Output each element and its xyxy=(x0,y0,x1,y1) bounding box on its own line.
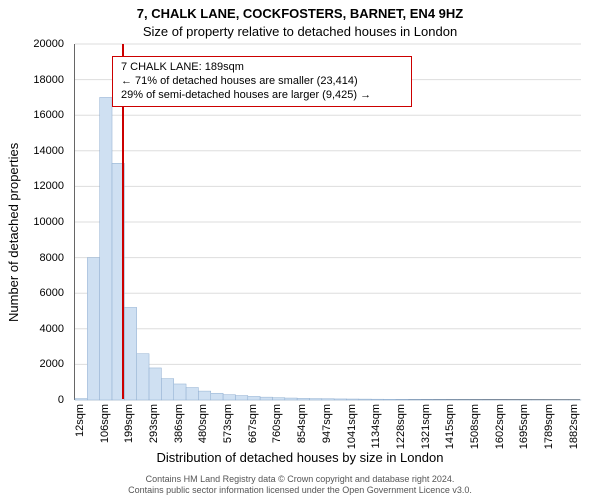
bar xyxy=(161,379,173,400)
bar xyxy=(186,388,198,400)
x-tick: 1321sqm xyxy=(420,404,432,449)
bar xyxy=(174,384,186,400)
y-tick: 10000 xyxy=(0,216,64,228)
bar xyxy=(87,258,99,400)
y-tick: 12000 xyxy=(0,180,64,192)
y-tick: 8000 xyxy=(0,252,64,264)
x-tick: 1695sqm xyxy=(518,404,530,449)
x-tick: 199sqm xyxy=(123,404,135,443)
y-tick: 0 xyxy=(0,394,64,406)
x-tick: 1415sqm xyxy=(444,404,456,449)
x-tick: 947sqm xyxy=(321,404,333,443)
attribution-line: Contains public sector information licen… xyxy=(0,485,600,496)
attribution-line: Contains HM Land Registry data © Crown c… xyxy=(0,474,600,485)
x-tick: 1041sqm xyxy=(346,404,358,449)
x-tick: 106sqm xyxy=(99,404,111,443)
x-axis-label: Distribution of detached houses by size … xyxy=(0,450,600,465)
annotation-line: ← 71% of detached houses are smaller (23… xyxy=(121,75,403,89)
annotation-box: 7 CHALK LANE: 189sqm ← 71% of detached h… xyxy=(112,56,412,107)
x-tick: 1602sqm xyxy=(494,404,506,449)
annotation-line: 7 CHALK LANE: 189sqm xyxy=(121,61,403,75)
y-tick: 2000 xyxy=(0,358,64,370)
y-tick: 6000 xyxy=(0,287,64,299)
y-tick: 18000 xyxy=(0,74,64,86)
x-tick: 1882sqm xyxy=(568,404,580,449)
bar xyxy=(149,368,161,400)
x-tick: 293sqm xyxy=(148,404,160,443)
annotation-line: 29% of semi-detached houses are larger (… xyxy=(121,89,403,103)
bars xyxy=(75,97,581,400)
x-tick: 573sqm xyxy=(222,404,234,443)
page-subtitle: Size of property relative to detached ho… xyxy=(0,24,600,39)
page-title: 7, CHALK LANE, COCKFOSTERS, BARNET, EN4 … xyxy=(0,6,600,21)
x-tick: 854sqm xyxy=(296,404,308,443)
bar xyxy=(124,307,136,400)
y-tick: 4000 xyxy=(0,323,64,335)
x-tick: 1228sqm xyxy=(395,404,407,449)
y-tick: 16000 xyxy=(0,109,64,121)
bar xyxy=(211,393,223,400)
x-tick: 667sqm xyxy=(247,404,259,443)
x-tick: 12sqm xyxy=(74,404,86,437)
x-tick-labels: 12sqm 106sqm 199sqm 293sqm 386sqm 480sqm 573sq… xyxy=(74,400,580,450)
bar xyxy=(137,354,149,400)
attribution: Contains HM Land Registry data © Crown c… xyxy=(0,474,600,496)
x-tick: 1508sqm xyxy=(469,404,481,449)
x-tick: 480sqm xyxy=(197,404,209,443)
x-tick: 386sqm xyxy=(173,404,185,443)
bar xyxy=(198,391,210,400)
y-tick: 14000 xyxy=(0,145,64,157)
bar xyxy=(100,97,112,400)
y-tick-labels: 0200040006000800010000120001400016000180… xyxy=(0,44,70,400)
x-tick: 1134sqm xyxy=(370,404,382,448)
y-tick: 20000 xyxy=(0,38,64,50)
x-tick: 760sqm xyxy=(271,404,283,443)
x-tick: 1789sqm xyxy=(543,404,555,449)
